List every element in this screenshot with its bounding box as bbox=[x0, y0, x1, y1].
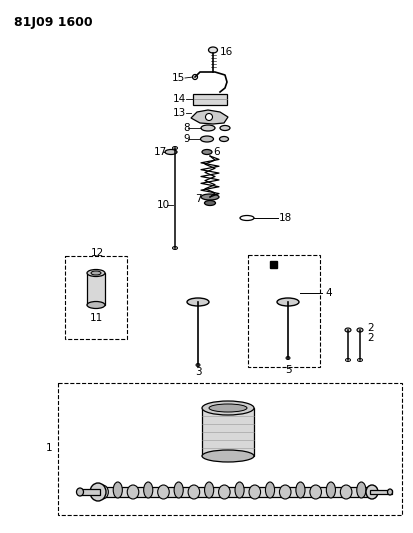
Ellipse shape bbox=[249, 485, 261, 499]
Ellipse shape bbox=[201, 194, 219, 200]
Ellipse shape bbox=[286, 357, 290, 359]
Ellipse shape bbox=[218, 485, 230, 499]
Bar bbox=[370, 490, 392, 494]
Ellipse shape bbox=[209, 404, 247, 412]
Bar bbox=[80, 489, 100, 495]
Ellipse shape bbox=[277, 298, 299, 306]
Ellipse shape bbox=[200, 136, 214, 142]
Ellipse shape bbox=[187, 298, 209, 306]
Ellipse shape bbox=[202, 401, 254, 415]
Text: 18: 18 bbox=[279, 213, 292, 223]
Bar bbox=[202, 408, 254, 456]
Text: 15: 15 bbox=[172, 73, 185, 83]
Ellipse shape bbox=[144, 482, 153, 498]
Ellipse shape bbox=[326, 482, 335, 498]
Text: 14: 14 bbox=[173, 94, 186, 104]
Ellipse shape bbox=[188, 485, 199, 499]
Text: 3: 3 bbox=[195, 367, 201, 377]
Ellipse shape bbox=[280, 485, 291, 499]
Bar bbox=[65, 256, 127, 339]
Ellipse shape bbox=[165, 149, 177, 155]
Ellipse shape bbox=[387, 489, 392, 495]
Ellipse shape bbox=[202, 149, 212, 155]
Text: 4: 4 bbox=[325, 288, 332, 298]
Bar bbox=[193, 94, 227, 105]
Ellipse shape bbox=[357, 482, 366, 498]
Ellipse shape bbox=[97, 485, 108, 499]
Bar bbox=[270, 261, 277, 268]
Text: 81J09 1600: 81J09 1600 bbox=[14, 16, 93, 29]
Text: 12: 12 bbox=[90, 248, 104, 258]
Ellipse shape bbox=[366, 485, 378, 499]
Ellipse shape bbox=[206, 114, 213, 120]
Text: 5: 5 bbox=[285, 365, 291, 375]
Text: 7: 7 bbox=[195, 194, 202, 204]
Text: 2: 2 bbox=[367, 323, 374, 333]
Ellipse shape bbox=[266, 482, 275, 498]
Ellipse shape bbox=[219, 136, 228, 141]
Ellipse shape bbox=[76, 488, 83, 496]
Ellipse shape bbox=[87, 270, 105, 277]
Ellipse shape bbox=[340, 485, 352, 499]
Text: 2: 2 bbox=[367, 333, 374, 343]
Ellipse shape bbox=[209, 47, 218, 53]
Text: 8: 8 bbox=[183, 123, 190, 133]
Bar bbox=[98, 487, 372, 497]
Ellipse shape bbox=[196, 364, 200, 367]
Text: 10: 10 bbox=[157, 200, 170, 210]
Ellipse shape bbox=[357, 328, 363, 332]
Ellipse shape bbox=[173, 147, 178, 149]
Ellipse shape bbox=[173, 246, 178, 249]
Text: 9: 9 bbox=[183, 134, 190, 144]
Bar bbox=[87, 273, 105, 305]
Ellipse shape bbox=[87, 302, 105, 309]
Ellipse shape bbox=[345, 328, 351, 332]
Ellipse shape bbox=[204, 200, 216, 206]
Text: 16: 16 bbox=[220, 47, 233, 57]
Bar bbox=[58, 383, 402, 515]
Ellipse shape bbox=[113, 482, 122, 498]
Ellipse shape bbox=[90, 483, 106, 501]
Ellipse shape bbox=[158, 485, 169, 499]
Text: 6: 6 bbox=[213, 147, 220, 157]
Ellipse shape bbox=[310, 485, 321, 499]
Ellipse shape bbox=[201, 125, 215, 131]
Ellipse shape bbox=[296, 482, 305, 498]
Ellipse shape bbox=[127, 485, 139, 499]
Ellipse shape bbox=[235, 482, 244, 498]
Text: 1: 1 bbox=[45, 443, 52, 453]
Ellipse shape bbox=[204, 482, 214, 498]
Bar bbox=[248, 255, 320, 367]
Ellipse shape bbox=[91, 271, 101, 275]
Text: 11: 11 bbox=[89, 313, 102, 323]
Ellipse shape bbox=[202, 450, 254, 462]
Text: 17: 17 bbox=[154, 147, 167, 157]
Polygon shape bbox=[191, 110, 228, 124]
Text: 13: 13 bbox=[173, 108, 186, 118]
Ellipse shape bbox=[174, 482, 183, 498]
Ellipse shape bbox=[220, 125, 230, 131]
